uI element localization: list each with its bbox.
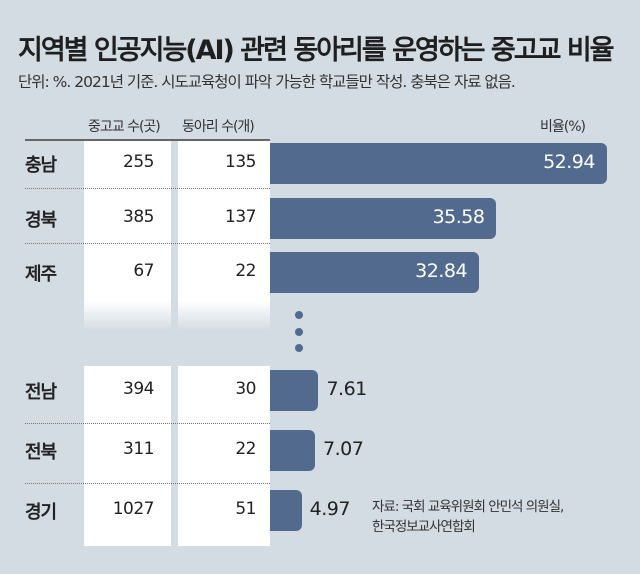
bar-value-label: 35.58	[432, 206, 485, 228]
region-label: 전북	[25, 442, 57, 463]
schools-column-bottom	[84, 366, 171, 546]
column-fade	[84, 301, 171, 331]
clubs-count: 137	[225, 207, 256, 227]
region-label: 전남	[25, 382, 57, 403]
row-separator	[25, 483, 270, 484]
bar-value-label: 32.84	[415, 260, 468, 282]
region-label: 경북	[25, 210, 57, 231]
column-header-ratio: 비율(%)	[540, 119, 586, 135]
ellipsis-dot	[295, 328, 303, 336]
clubs-column-top	[178, 141, 270, 301]
clubs-count: 135	[225, 152, 256, 172]
bar	[270, 143, 607, 184]
bar	[270, 430, 315, 471]
clubs-count: 22	[235, 439, 256, 459]
ellipsis-dot	[295, 344, 303, 352]
schools-count: 67	[133, 261, 154, 281]
bar	[270, 198, 497, 239]
chart-subtitle: 단위: %. 2021년 기준. 시도교육청이 파악 가능한 학교들만 작성. …	[18, 73, 516, 91]
row-separator	[25, 243, 270, 244]
column-fade	[178, 301, 270, 331]
bar-value-label: 7.07	[323, 438, 364, 460]
region-label: 경기	[25, 502, 57, 523]
source-line: 한국정보교사연합회	[372, 519, 476, 535]
schools-count: 385	[123, 207, 154, 227]
region-label: 충남	[25, 155, 57, 176]
chart-title: 지역별 인공지능(AI) 관련 동아리를 운영하는 중고교 비율	[18, 35, 614, 66]
schools-column-top	[84, 141, 171, 301]
bar-value-label: 7.61	[326, 378, 367, 400]
bar	[270, 490, 302, 531]
schools-count: 311	[123, 439, 154, 459]
row-separator	[25, 423, 270, 424]
source-note: 자료: 국회 교육위원회 안민석 의원실, 한국정보교사연합회	[372, 497, 564, 537]
header-divider	[25, 139, 270, 141]
schools-count: 255	[123, 152, 154, 172]
schools-count: 1027	[112, 499, 155, 519]
schools-count: 394	[123, 379, 154, 399]
clubs-column-bottom	[178, 366, 270, 546]
region-label: 제주	[25, 264, 57, 285]
column-header-clubs: 동아리 수(개)	[182, 119, 255, 135]
bar	[270, 252, 480, 293]
column-header-schools: 중고교 수(곳)	[88, 119, 161, 135]
row-separator	[25, 188, 270, 189]
clubs-count: 51	[235, 499, 256, 519]
clubs-count: 30	[235, 379, 256, 399]
ellipsis-dot	[295, 311, 303, 319]
clubs-count: 22	[235, 261, 256, 281]
bar	[270, 370, 319, 411]
bar-value-label: 52.94	[543, 151, 595, 173]
bar-value-label: 4.97	[309, 498, 351, 520]
source-line: 자료: 국회 교육위원회 안민석 의원실,	[372, 499, 564, 515]
